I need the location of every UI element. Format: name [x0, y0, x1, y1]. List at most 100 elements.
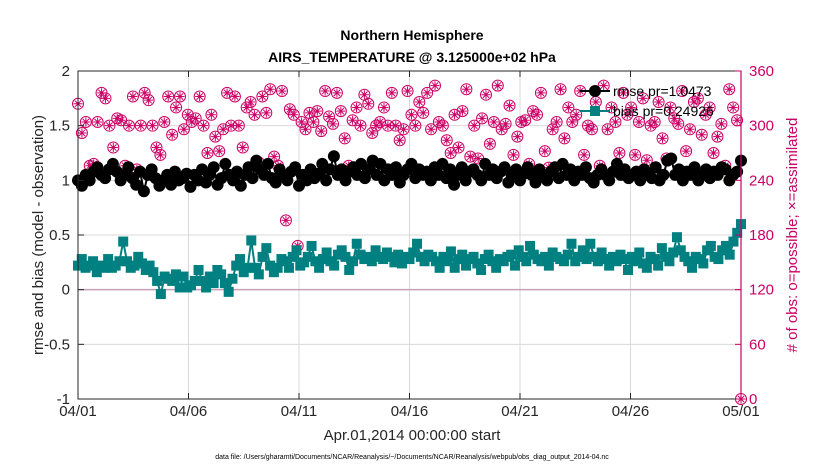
rmse-point	[657, 168, 670, 181]
obs-assimilated-marker	[210, 132, 220, 142]
obs-assimilated-marker	[277, 86, 287, 96]
obs-assimilated-marker	[654, 97, 664, 107]
x-tick-label: 04/01	[59, 403, 97, 420]
obs-assimilated-marker	[171, 102, 181, 112]
bias-point	[216, 269, 227, 280]
obs-assimilated-marker	[183, 110, 193, 120]
bias-point	[208, 278, 219, 289]
obs-assimilated-marker	[638, 93, 648, 103]
obs-possible-marker	[680, 145, 693, 158]
obs-possible-marker	[397, 123, 410, 136]
obs-assimilated-marker	[242, 102, 252, 112]
obs-possible-marker	[79, 116, 92, 129]
obs-assimilated-marker	[587, 124, 597, 134]
y-tick-label: -0.5	[44, 336, 70, 353]
bias-point	[430, 256, 441, 267]
obs-possible-marker	[570, 108, 583, 121]
bias-point	[653, 260, 664, 271]
bias-point	[656, 243, 667, 254]
obs-possible-marker	[385, 86, 398, 99]
obs-possible-marker	[166, 128, 179, 141]
bias-point	[641, 262, 652, 273]
obs-assimilated-marker	[454, 143, 464, 153]
obs-assimilated-marker	[363, 99, 373, 109]
obs-assimilated-marker	[104, 121, 114, 131]
obs-assimilated-marker	[214, 146, 224, 156]
obs-assimilated-marker	[226, 121, 236, 131]
bias-point	[129, 260, 140, 271]
bias-point	[329, 260, 340, 271]
obs-assimilated-marker	[144, 95, 154, 105]
obs-assimilated-marker	[395, 135, 405, 145]
obs-assimilated-marker	[406, 110, 416, 120]
obs-assimilated-marker	[536, 88, 546, 98]
bias-point	[242, 262, 253, 273]
obs-assimilated-marker	[450, 110, 460, 120]
obs-possible-marker	[256, 90, 269, 103]
y-tick-label: -1	[57, 391, 70, 408]
obs-possible-marker	[123, 119, 135, 132]
obs-possible-marker	[338, 132, 351, 145]
obs-assimilated-marker	[399, 124, 409, 134]
obs-possible-marker	[550, 116, 563, 129]
obs-possible-marker	[154, 148, 167, 161]
bias-point	[671, 232, 682, 243]
obs-possible-marker	[126, 90, 139, 103]
obs-possible-marker	[503, 99, 516, 112]
obs-possible-marker	[189, 112, 202, 125]
obs-possible-marker	[174, 90, 186, 103]
obs-assimilated-marker	[167, 130, 177, 140]
bias-point	[581, 254, 592, 265]
obs-possible-marker	[436, 119, 449, 132]
obs-assimilated-marker	[112, 113, 122, 123]
obs-assimilated-marker	[387, 88, 397, 98]
obs-assimilated-marker	[340, 133, 350, 143]
obs-possible-marker	[585, 123, 598, 136]
obs-assimilated-marker	[563, 102, 573, 112]
bias-point	[506, 249, 517, 260]
bias-point	[137, 258, 148, 269]
bias-point	[152, 275, 163, 286]
obs-possible-marker	[582, 119, 594, 132]
bias-point	[310, 256, 321, 267]
obs-assimilated-marker	[151, 143, 161, 153]
obs-assimilated-marker	[359, 90, 369, 100]
obs-possible-marker	[468, 119, 481, 132]
obs-possible-marker	[370, 119, 383, 132]
obs-possible-marker	[393, 134, 406, 147]
obs-possible-marker	[491, 79, 504, 92]
obs-assimilated-marker	[426, 124, 436, 134]
obs-possible-marker	[330, 86, 343, 99]
bias-point	[408, 247, 419, 258]
obs-assimilated-marker	[591, 97, 601, 107]
obs-possible-marker	[617, 86, 630, 99]
obs-assimilated-marker	[191, 113, 201, 123]
obs-assimilated-marker	[709, 148, 719, 158]
obs-assimilated-marker	[485, 139, 495, 149]
bias-point	[234, 254, 245, 265]
obs-possible-marker	[483, 137, 496, 150]
bias-point	[668, 247, 679, 258]
bias-point	[167, 275, 178, 286]
obs-possible-marker	[405, 108, 418, 121]
obs-possible-marker	[656, 132, 669, 145]
obs-possible-marker	[213, 145, 226, 158]
obs-assimilated-marker	[705, 102, 715, 112]
obs-assimilated-marker	[246, 97, 256, 107]
rmse-point	[320, 174, 333, 187]
obs-assimilated-marker	[716, 119, 726, 129]
bias-point	[144, 260, 155, 271]
obs-possible-marker	[389, 119, 402, 132]
obs-assimilated-marker	[140, 88, 150, 98]
obs-assimilated-marker	[599, 81, 609, 91]
obs-possible-marker	[315, 125, 328, 138]
obs-assimilated-marker	[414, 97, 424, 107]
obs-possible-marker	[723, 83, 736, 96]
obs-possible-marker	[538, 145, 551, 158]
obs-assimilated-marker	[516, 117, 526, 127]
rmse-point	[649, 161, 662, 174]
bias-point	[155, 289, 166, 300]
bias-point	[558, 256, 569, 267]
obs-possible-marker	[162, 90, 175, 103]
obs-assimilated-marker	[336, 106, 346, 116]
